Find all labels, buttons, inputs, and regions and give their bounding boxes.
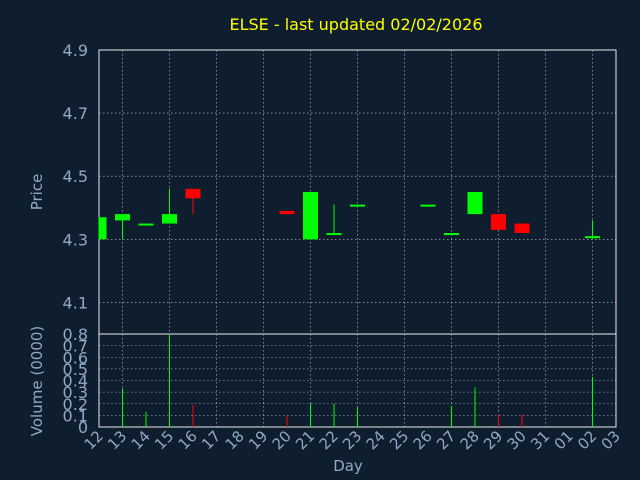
x-tick-label: 16 xyxy=(175,427,201,453)
x-tick-label: 31 xyxy=(527,427,553,453)
volume-tick-label: 0.5 xyxy=(63,360,88,379)
candle-body xyxy=(138,223,154,226)
price-tick-label: 4.5 xyxy=(63,167,88,186)
price-tick-label: 4.3 xyxy=(63,230,88,249)
volume-tick-label: 0 xyxy=(78,418,88,437)
x-tick-label: 17 xyxy=(198,427,224,453)
volume-tick-label: 0.4 xyxy=(63,372,88,391)
x-tick-label: 28 xyxy=(457,427,483,453)
candle-body xyxy=(444,233,459,236)
candle-body xyxy=(303,192,318,240)
x-tick-label: 13 xyxy=(104,427,130,453)
x-tick-label: 02 xyxy=(574,427,600,453)
x-tick-label: 14 xyxy=(128,427,154,453)
x-tick-label: 18 xyxy=(222,427,248,453)
volume-tick-label: 0.7 xyxy=(63,337,88,356)
x-tick-label: 30 xyxy=(504,427,530,453)
x-tick-label: 01 xyxy=(551,427,577,453)
x-tick-label: 23 xyxy=(339,427,365,453)
x-tick-label: 20 xyxy=(269,427,295,453)
candle-body xyxy=(467,192,483,215)
price-panel: 4.9 4.7 4.5 4.3 4.1 Price xyxy=(28,41,617,335)
volume-tick-label: 0.6 xyxy=(63,348,88,367)
candle-body xyxy=(115,214,130,221)
candle-body xyxy=(420,204,436,207)
x-axis-label: Day xyxy=(333,457,363,475)
price-tick-label: 4.1 xyxy=(63,293,88,312)
x-tick-label: 27 xyxy=(433,427,459,453)
volume-tick-label: 0.3 xyxy=(63,383,88,402)
volume-tick-label: 0.8 xyxy=(63,325,88,344)
candle-body xyxy=(326,233,342,236)
candle-body xyxy=(162,214,177,224)
price-tick-label: 4.7 xyxy=(63,104,88,123)
x-tick-label: 29 xyxy=(480,427,506,453)
x-tick-label: 25 xyxy=(386,427,412,453)
x-tick-label: 15 xyxy=(151,427,177,453)
x-axis: 1213141516171819202122232425262728293031… xyxy=(81,427,624,453)
volume-panel: 0.80.70.60.50.40.30.20.10 Volume (0000) xyxy=(28,325,617,437)
x-tick-label: 24 xyxy=(363,427,389,453)
x-tick-label: 26 xyxy=(410,427,436,453)
x-tick-label: 03 xyxy=(598,427,624,453)
candle-body xyxy=(185,188,201,199)
price-tick-label: 4.9 xyxy=(63,41,88,60)
x-tick-label: 22 xyxy=(316,427,342,453)
volume-axis-label: Volume (0000) xyxy=(28,326,46,436)
x-tick-label: 21 xyxy=(292,427,318,453)
x-tick-label: 19 xyxy=(245,427,271,453)
volume-tick-label: 0.2 xyxy=(63,395,88,414)
chart-title: ELSE - last updated 02/02/2026 xyxy=(229,15,482,34)
candle-body xyxy=(585,236,600,239)
candle-body xyxy=(99,217,107,240)
candle-body xyxy=(514,223,530,234)
volume-tick-label: 0.1 xyxy=(63,406,88,425)
candle-body xyxy=(350,204,365,207)
price-axis-label: Price xyxy=(28,174,46,211)
candle-body xyxy=(491,214,506,230)
candle-body xyxy=(279,210,295,215)
